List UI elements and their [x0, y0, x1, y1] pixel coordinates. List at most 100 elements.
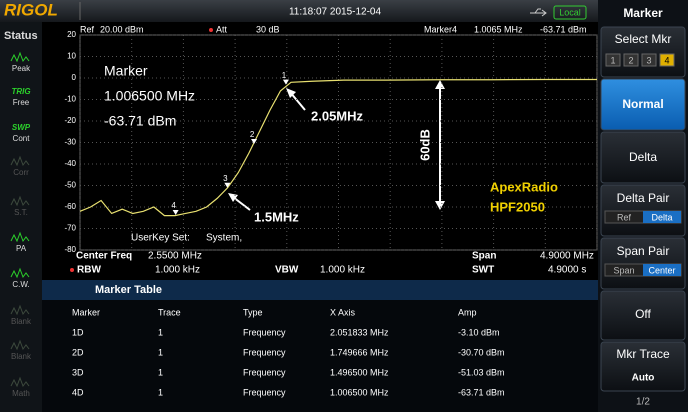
- table-cell: 1.006500 MHz: [330, 387, 389, 397]
- menu-button[interactable]: [600, 131, 686, 184]
- menu-button[interactable]: [600, 341, 686, 392]
- info-marker-freq: 1.0065 MHz: [474, 24, 523, 34]
- annotation: 1.5MHz: [254, 209, 299, 224]
- table-cell: Frequency: [243, 367, 286, 377]
- menu-label: Span Pair: [617, 244, 670, 258]
- status-label: Free: [13, 98, 30, 107]
- y-tick-label: -70: [64, 224, 76, 233]
- info-att-value: 30 dB: [256, 24, 280, 34]
- option-box[interactable]: [623, 53, 639, 67]
- table-cell: -30.70 dBm: [458, 347, 505, 357]
- y-tick-label: 20: [67, 30, 76, 39]
- table-cell: 4D: [72, 387, 84, 397]
- brand-logo: RIGOL: [4, 0, 58, 19]
- annotation-arrows: [228, 80, 445, 211]
- status-top: SWP: [12, 123, 31, 132]
- table-column-header: Type: [243, 307, 263, 317]
- setting-center-value: 2.5500 MHz: [148, 251, 202, 262]
- table-cell: -51.03 dBm: [458, 367, 505, 377]
- table-column-header: Marker: [72, 307, 100, 317]
- setting-rbw-value: 1.000 kHz: [155, 265, 200, 276]
- option: 1: [610, 55, 615, 65]
- status-icon: [10, 267, 30, 279]
- overlay-amp: -63.71 dBm: [104, 113, 176, 129]
- setting-rbw-label: RBW: [77, 265, 101, 276]
- table-body: [42, 300, 598, 412]
- y-tick-label: 0: [72, 73, 77, 82]
- setting-swt-label: SWT: [472, 265, 494, 276]
- y-tick-label: -20: [64, 116, 76, 125]
- status-title: Status: [4, 30, 38, 42]
- mode: Local: [559, 7, 581, 17]
- option: 2: [628, 55, 633, 65]
- status-top: TRIG: [11, 87, 30, 96]
- top-bar: [0, 0, 598, 22]
- rbw-flag: [70, 268, 74, 272]
- menu-button[interactable]: [600, 290, 686, 341]
- status-label: Blank: [11, 317, 32, 326]
- marker-label: 3: [223, 174, 228, 183]
- annotation: 2.05MHz: [311, 108, 364, 123]
- status-label: Cont: [13, 134, 31, 143]
- table-cell: Frequency: [243, 387, 286, 397]
- table-cell: 1.749666 MHz: [330, 347, 389, 357]
- marker-point: [172, 209, 179, 215]
- menu-button[interactable]: [600, 78, 686, 131]
- overlay-title: Marker: [104, 63, 148, 79]
- table-cell: -63.71 dBm: [458, 387, 505, 397]
- toggle-option: Ref: [617, 212, 632, 222]
- marker-label: 4: [171, 201, 176, 210]
- status-label: Peak: [12, 64, 31, 73]
- y-tick-label: -40: [64, 159, 76, 168]
- status-label: PA: [16, 244, 27, 253]
- annotation: HPF2050: [490, 199, 545, 214]
- setting-span-value: 4.9000 MHz: [540, 251, 594, 262]
- option: 3: [646, 55, 651, 65]
- y-tick-label: -50: [64, 181, 76, 190]
- marker-label: 1: [282, 71, 287, 80]
- overlay-freq: 1.006500 MHz: [104, 88, 195, 104]
- att-flag: [209, 28, 213, 32]
- menu-label: Normal: [622, 97, 663, 111]
- table-cell: 1: [158, 327, 163, 337]
- status-icon: [10, 51, 30, 63]
- setting-vbw-value: 1.000 kHz: [320, 265, 365, 276]
- y-tick-label: -60: [64, 202, 76, 211]
- marker-point: [251, 139, 258, 145]
- status-icon: [10, 231, 30, 243]
- status-label: S.T.: [14, 208, 28, 217]
- table-cell: 1D: [72, 327, 84, 337]
- status-label: Corr: [13, 168, 29, 177]
- mode-box: [553, 5, 587, 20]
- toggle-option: Center: [648, 265, 675, 275]
- option-box[interactable]: [605, 53, 621, 67]
- table-cell: Frequency: [243, 327, 286, 337]
- toggle-option: Delta: [651, 212, 672, 222]
- menu-label: Mkr Trace: [616, 347, 670, 361]
- status-icon: [10, 376, 30, 388]
- userkey-value: System,: [206, 233, 242, 244]
- toggle-active: [643, 264, 681, 276]
- table-cell: 2D: [72, 347, 84, 357]
- setting-swt-value: 4.9000 s: [548, 265, 586, 276]
- marker-label: 2: [250, 130, 255, 139]
- status-icon: [10, 339, 30, 351]
- table-cell: 1: [158, 387, 163, 397]
- option-box[interactable]: [641, 53, 657, 67]
- table-cell: 2.051833 MHz: [330, 327, 389, 337]
- setting-span-label: Span: [472, 251, 496, 262]
- status-icon: [10, 155, 30, 167]
- table-cell: 3D: [72, 367, 84, 377]
- info-marker-label: Marker4: [424, 24, 457, 34]
- info-ref-value: 20.00 dBm: [100, 24, 144, 34]
- status-panel: [0, 22, 42, 412]
- table-cell: 1: [158, 367, 163, 377]
- y-tick-label: -30: [64, 138, 76, 147]
- toggle-option: Span: [613, 265, 634, 275]
- table-column-header: Trace: [158, 307, 181, 317]
- status-label: Math: [12, 389, 30, 398]
- status-icon: [10, 195, 30, 207]
- trace: [79, 78, 597, 217]
- option-box[interactable]: [659, 53, 675, 67]
